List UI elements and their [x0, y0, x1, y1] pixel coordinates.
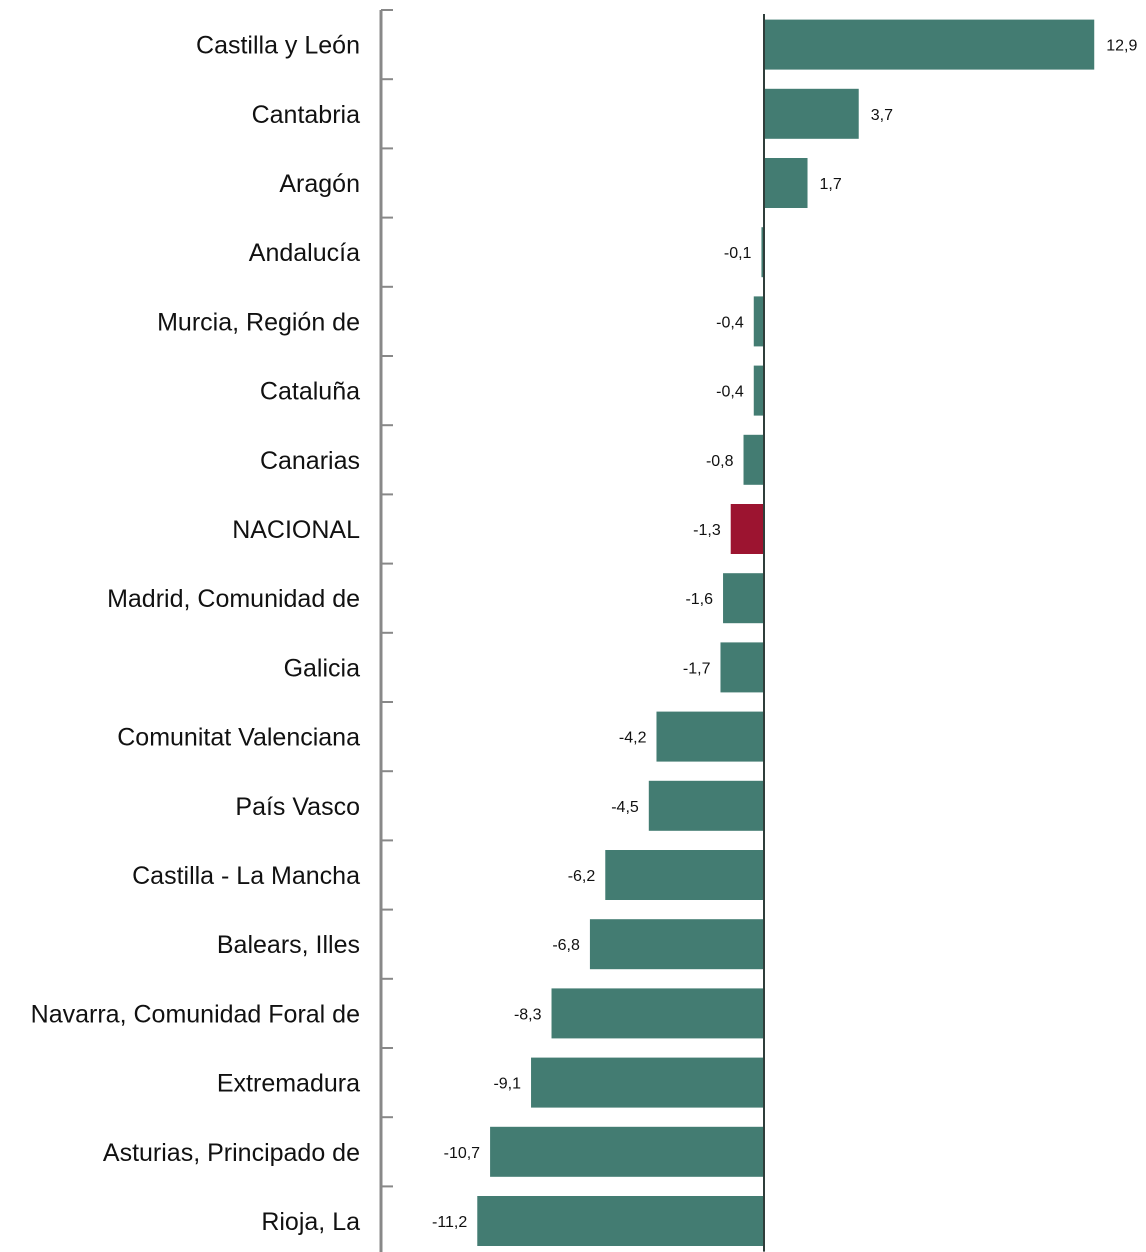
category-label: Canarias — [260, 447, 360, 475]
value-label: -11,2 — [432, 1214, 467, 1231]
bar — [656, 711, 764, 762]
category-label: Navarra, Comunidad Foral de — [31, 1000, 360, 1028]
bar — [477, 1196, 764, 1246]
bar — [743, 434, 764, 485]
value-label: -0,4 — [716, 314, 744, 331]
category-label: NACIONAL — [232, 516, 360, 544]
category-label: País Vasco — [235, 793, 360, 821]
bar — [490, 1126, 764, 1177]
bar — [764, 19, 1095, 70]
value-label: -0,1 — [724, 245, 752, 262]
category-label: Andalucía — [249, 239, 360, 267]
axis-layer — [379, 9, 393, 1252]
value-label: -9,1 — [493, 1076, 521, 1093]
value-label: -6,8 — [552, 937, 580, 954]
category-label: Asturias, Principado de — [103, 1139, 360, 1167]
labels-layer: Castilla y León 12,9 Cantabria 3,7 Aragón 1,7… — [31, 32, 1138, 1236]
category-label: Madrid, Comunidad de — [107, 585, 360, 613]
bar — [764, 158, 808, 208]
bar — [531, 1057, 764, 1108]
bar — [761, 227, 764, 278]
bar — [753, 365, 764, 416]
value-label: -0,8 — [706, 453, 734, 470]
value-label: -10,7 — [444, 1145, 481, 1162]
bar — [551, 988, 764, 1039]
value-label: -0,4 — [716, 384, 744, 401]
value-label: -1,7 — [683, 660, 711, 677]
value-label: -1,6 — [685, 591, 713, 608]
value-label: -6,2 — [568, 868, 596, 885]
value-label: -4,2 — [619, 730, 647, 747]
category-label: Balears, Illes — [217, 931, 360, 959]
category-label: Comunitat Valenciana — [117, 724, 360, 752]
value-label: -1,3 — [693, 522, 721, 539]
category-label: Rioja, La — [261, 1208, 360, 1236]
bar-highlight — [730, 504, 764, 554]
value-label: -8,3 — [514, 1006, 542, 1023]
category-label: Cantabria — [252, 101, 360, 129]
category-label: Cataluña — [260, 378, 360, 406]
value-label: -4,5 — [611, 799, 639, 816]
value-label: 1,7 — [820, 176, 842, 193]
category-label: Murcia, Región de — [157, 308, 360, 336]
category-label: Galicia — [284, 654, 361, 682]
category-label: Extremadura — [217, 1070, 360, 1098]
bar — [589, 919, 764, 970]
category-label: Castilla y León — [196, 32, 360, 60]
value-label: 3,7 — [871, 107, 893, 124]
bar — [605, 850, 764, 900]
category-label: Castilla - La Mancha — [132, 862, 360, 890]
bar — [764, 88, 859, 139]
bar — [720, 642, 764, 693]
category-label: Aragón — [279, 170, 360, 198]
bars-layer — [477, 14, 1095, 1252]
bar — [723, 573, 764, 624]
bar — [753, 296, 764, 347]
value-label: 12,9 — [1106, 38, 1137, 55]
bar — [648, 780, 764, 831]
